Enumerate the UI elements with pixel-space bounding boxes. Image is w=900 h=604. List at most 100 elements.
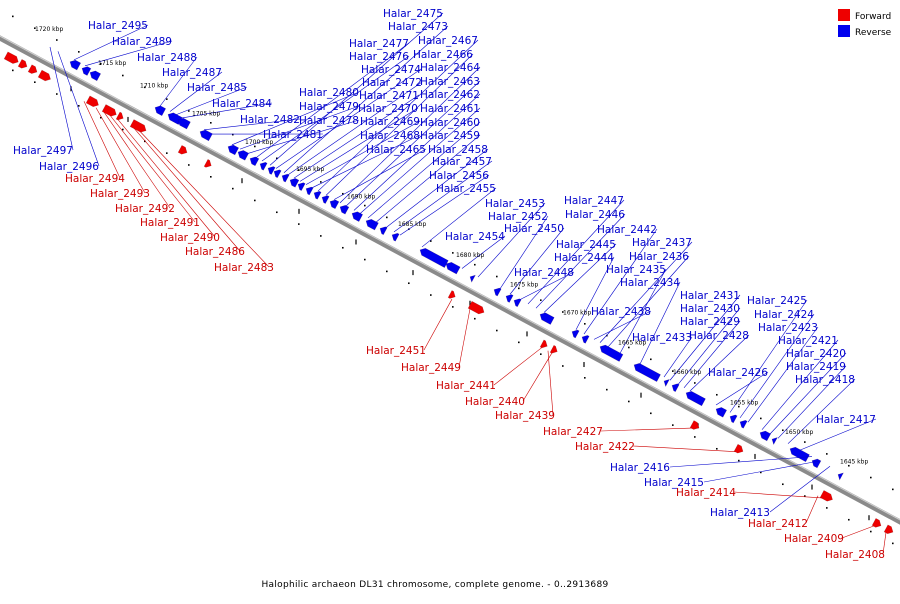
forward-gene-label[interactable]: Halar_2491 [140,217,200,229]
track-dot [760,418,762,420]
forward-gene-label[interactable]: Halar_2439 [495,410,555,422]
forward-gene-label[interactable]: Halar_2486 [185,246,245,258]
reverse-gene-label[interactable]: Halar_2469 [360,116,420,128]
forward-gene-label[interactable]: Halar_2494 [65,173,125,185]
reverse-gene-label[interactable]: Halar_2463 [420,76,480,88]
reverse-gene-label[interactable]: Halar_2417 [816,414,876,426]
reverse-gene-label[interactable]: Halar_2480 [299,87,359,99]
reverse-gene-label[interactable]: Halar_2473 [388,21,448,33]
reverse-gene-label[interactable]: Halar_2464 [420,62,480,74]
reverse-gene-label[interactable]: Halar_2470 [358,103,418,115]
reverse-gene-label[interactable]: Halar_2447 [564,195,624,207]
reverse-gene-label[interactable]: Halar_2431 [680,290,740,302]
reverse-gene-label[interactable]: Halar_2496 [39,161,99,173]
track-dot [650,359,652,361]
forward-gene-label[interactable]: Halar_2414 [676,487,736,499]
reverse-gene-label[interactable]: Halar_2419 [786,361,846,373]
reverse-gene-label[interactable]: Halar_2497 [13,145,73,157]
reverse-gene-label[interactable]: Halar_2462 [420,89,480,101]
reverse-gene-label[interactable]: Halar_2416 [610,462,670,474]
reverse-gene-label[interactable]: Halar_2442 [597,224,657,236]
reverse-gene-label[interactable]: Halar_2478 [299,115,359,127]
track-dot [166,98,168,100]
reverse-gene-label[interactable]: Halar_2454 [445,231,505,243]
reverse-gene-label[interactable]: Halar_2455 [436,183,496,195]
reverse-gene-label[interactable]: Halar_2446 [565,209,625,221]
reverse-gene-label[interactable]: Halar_2418 [795,374,855,386]
reverse-gene-label[interactable]: Halar_2471 [359,90,419,102]
reverse-gene [350,210,363,222]
reverse-gene-label[interactable]: Halar_2468 [360,130,420,142]
reverse-gene-label[interactable]: Halar_2421 [778,335,838,347]
reverse-gene-label[interactable]: Halar_2429 [680,316,740,328]
forward-gene-label[interactable]: Halar_2490 [160,232,220,244]
reverse-gene-label[interactable]: Halar_2465 [366,144,426,156]
gene-arrow-shape [280,172,289,182]
gene-arrow-shape [378,225,387,235]
forward-gene-label[interactable]: Halar_2449 [401,362,461,374]
reverse-gene-label[interactable]: Halar_2476 [349,51,409,63]
forward-gene-label[interactable]: Halar_2422 [575,441,635,453]
forward-gene-label[interactable]: Halar_2427 [543,426,603,438]
track-dot [848,519,850,521]
reverse-gene-label[interactable]: Halar_2461 [420,103,480,115]
track-dot [628,347,630,349]
forward-gene-label[interactable]: Halar_2408 [825,549,885,561]
forward-gene [178,145,189,156]
forward-gene-label[interactable]: Halar_2483 [214,262,274,274]
reverse-gene-label[interactable]: Halar_2482 [240,114,300,126]
track-dot [738,460,740,462]
reverse-gene-label[interactable]: Halar_2423 [758,322,818,334]
reverse-gene-label[interactable]: Halar_2438 [591,306,651,318]
forward-gene-label[interactable]: Halar_2492 [115,203,175,215]
reverse-gene-label[interactable]: Halar_2453 [485,198,545,210]
reverse-gene-label[interactable]: Halar_2424 [754,309,814,321]
reverse-gene-label[interactable]: Halar_2434 [620,277,680,289]
forward-gene-label[interactable]: Halar_2440 [465,396,525,408]
reverse-gene-label[interactable]: Halar_2437 [632,237,692,249]
legend-forward-label: Forward [855,12,891,22]
reverse-gene-label[interactable]: Halar_2467 [418,35,478,47]
reverse-gene-label[interactable]: Halar_2487 [162,67,222,79]
reverse-gene-label[interactable]: Halar_2479 [299,101,359,113]
track-dot [56,39,58,41]
reverse-gene-label[interactable]: Halar_2435 [606,264,666,276]
forward-gene-label[interactable]: Halar_2493 [90,188,150,200]
forward-gene-label[interactable]: Halar_2412 [748,518,808,530]
reverse-gene-label[interactable]: Halar_2472 [362,77,422,89]
reverse-gene-label[interactable]: Halar_2428 [689,330,749,342]
reverse-gene-label[interactable]: Halar_2445 [556,239,616,251]
reverse-gene-label[interactable]: Halar_2436 [629,251,689,263]
reverse-gene-label[interactable]: Halar_2425 [747,295,807,307]
forward-gene [116,112,125,122]
reverse-gene-label[interactable]: Halar_2420 [786,348,846,360]
reverse-gene-label[interactable]: Halar_2459 [420,130,480,142]
reverse-gene-label[interactable]: Halar_2477 [349,38,409,50]
reverse-gene-label[interactable]: Halar_2458 [428,144,488,156]
reverse-gene-label[interactable]: Halar_2489 [112,36,172,48]
reverse-gene-label[interactable]: Halar_2426 [708,367,768,379]
reverse-gene-label[interactable]: Halar_2456 [429,170,489,182]
reverse-gene-label[interactable]: Halar_2457 [432,156,492,168]
reverse-gene [738,418,747,428]
forward-gene-label[interactable]: Halar_2441 [436,380,496,392]
reverse-gene-label[interactable]: Halar_2450 [504,223,564,235]
track-dot [474,318,476,320]
reverse-gene-label[interactable]: Halar_2495 [88,20,148,32]
reverse-gene-label[interactable]: Halar_2474 [361,64,421,76]
reverse-gene-label[interactable]: Halar_2430 [680,303,740,315]
track-dot [694,436,696,438]
forward-gene-label[interactable]: Halar_2409 [784,533,844,545]
forward-gene-label[interactable]: Halar_2451 [366,345,426,357]
reverse-gene-label[interactable]: Halar_2444 [554,252,614,264]
reverse-gene-label[interactable]: Halar_2488 [137,52,197,64]
reverse-label-leader [50,47,73,150]
reverse-gene-label[interactable]: Halar_2466 [413,49,473,61]
reverse-gene-label[interactable]: Halar_2484 [212,98,272,110]
reverse-gene-label[interactable]: Halar_2485 [187,82,247,94]
reverse-gene-label[interactable]: Halar_2475 [383,8,443,20]
reverse-gene-label[interactable]: Halar_2460 [420,117,480,129]
reverse-gene-label[interactable]: Halar_2452 [488,211,548,223]
reverse-gene-label[interactable]: Halar_2448 [514,267,574,279]
